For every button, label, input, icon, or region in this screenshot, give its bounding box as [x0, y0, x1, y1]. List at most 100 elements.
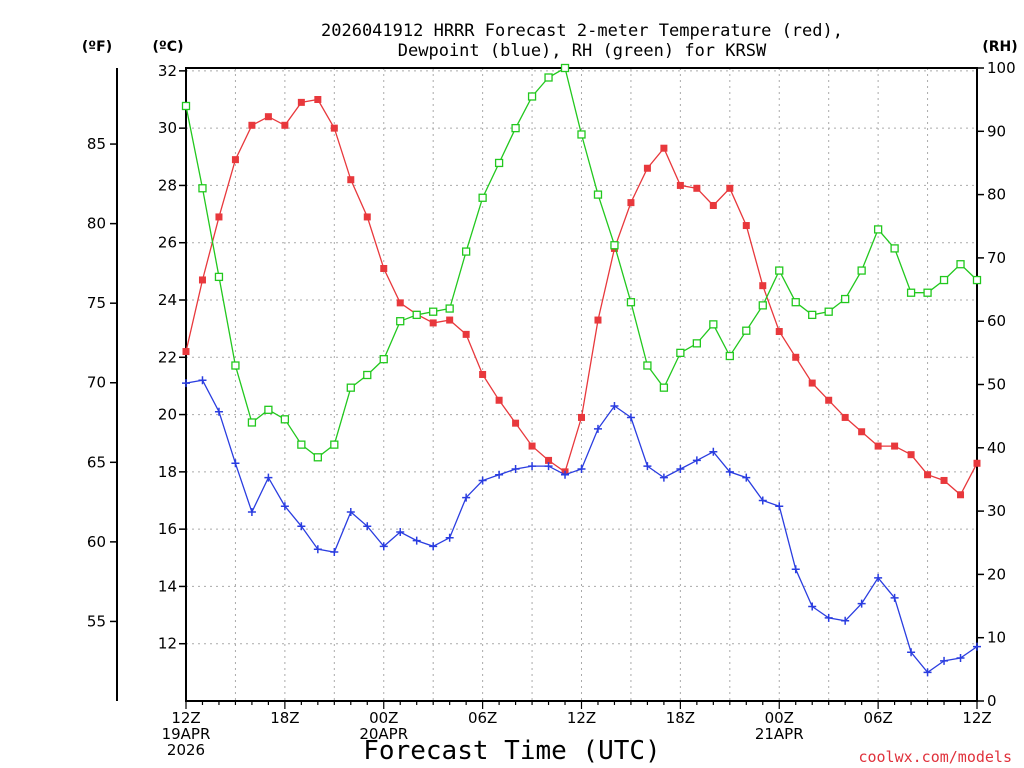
- rh-point: [198, 184, 207, 193]
- dewpoint-point: [725, 467, 734, 476]
- rh-point: [873, 225, 883, 234]
- dewpoint-point: [791, 565, 800, 574]
- temperature-point: [825, 396, 833, 404]
- temperature-point: [479, 370, 487, 378]
- x-tick-label: 18Z: [666, 709, 695, 727]
- temperature-point: [775, 328, 783, 336]
- rh-tick-label: 70: [987, 249, 1006, 267]
- dewpoint-point: [429, 542, 438, 551]
- fahrenheit-tick-label: 75: [87, 294, 106, 312]
- dewpoint-point: [692, 456, 701, 465]
- dewpoint-point: [247, 507, 256, 516]
- celsius-tick-label: 28: [158, 176, 177, 194]
- x-tick-label: 12Z: [171, 709, 200, 727]
- rh-point: [725, 351, 734, 361]
- rh-tick-label: 50: [987, 376, 1006, 394]
- celsius-tick-label: 30: [158, 119, 177, 137]
- dewpoint-point: [363, 522, 372, 531]
- rh-tick-label: 20: [987, 565, 1006, 583]
- rh-point: [527, 92, 537, 101]
- rh-point: [692, 339, 702, 348]
- dewpoint-point: [445, 533, 454, 542]
- rh-tick-label: 10: [987, 629, 1006, 647]
- dewpoint-point: [577, 464, 586, 473]
- x-tick-label: 12Z: [567, 709, 596, 727]
- rh-point: [445, 304, 454, 313]
- rh-point: [313, 453, 322, 462]
- credit-link[interactable]: coolwx.com/models: [858, 748, 1012, 766]
- dewpoint-point: [676, 464, 685, 473]
- dewpoint-point: [231, 459, 240, 468]
- temperature-point: [528, 442, 536, 450]
- dewpoint-point: [544, 462, 553, 471]
- rh-point: [346, 383, 355, 392]
- temperature-point: [742, 222, 750, 230]
- temperature-point: [858, 428, 866, 436]
- fahrenheit-unit-label: (ºF): [82, 39, 112, 55]
- dewpoint-point: [182, 379, 190, 388]
- rh-point: [363, 370, 372, 380]
- rh-point: [939, 275, 949, 285]
- temperature-point: [545, 456, 553, 464]
- dewpoint-point: [824, 613, 833, 622]
- dewpoint-point: [808, 602, 817, 611]
- rh-point: [923, 288, 932, 297]
- rh-point: [709, 320, 718, 329]
- rh-point: [643, 361, 652, 370]
- temperature-point: [314, 96, 322, 104]
- rh-point: [593, 190, 603, 199]
- temperature-point: [512, 419, 520, 427]
- rh-point: [857, 266, 866, 275]
- temperature-point: [891, 442, 899, 450]
- rh-point: [264, 405, 273, 414]
- chart-title-line1: 2026041912 HRRR Forecast 2-meter Tempera…: [321, 21, 843, 41]
- chart-title-line2: Dewpoint (blue), RH (green) for KRSW: [398, 41, 767, 61]
- rh-point: [297, 440, 306, 449]
- temperature-point: [281, 121, 289, 129]
- rh-point: [379, 355, 388, 364]
- dewpoint-point: [495, 470, 504, 479]
- temperature-point: [792, 353, 800, 361]
- rh-point: [396, 317, 405, 326]
- temperature-point: [643, 164, 651, 172]
- temperature-point: [264, 113, 272, 121]
- x-axis-title: Forecast Time (UTC): [363, 736, 660, 766]
- dewpoint-point: [841, 616, 850, 625]
- rh-point: [659, 383, 669, 392]
- x-tick-label: 2026: [167, 741, 205, 759]
- temperature-point: [363, 213, 371, 221]
- dewpoint-point: [973, 642, 981, 651]
- dewpoint-point: [462, 493, 471, 502]
- dewpoint-point: [742, 473, 751, 482]
- celsius-tick-label: 26: [158, 234, 177, 252]
- dewpoint-point: [775, 502, 784, 511]
- fahrenheit-tick-label: 85: [87, 135, 106, 153]
- temperature-point: [248, 121, 256, 129]
- temperature-point: [231, 156, 239, 164]
- rh-point: [478, 193, 487, 202]
- rh-point: [560, 63, 570, 73]
- dewpoint-point: [561, 470, 570, 479]
- rh-tick-label: 0: [987, 692, 997, 710]
- temperature-point: [347, 176, 355, 184]
- x-tick-label: 20APR: [359, 725, 408, 743]
- dewpoint-point: [956, 654, 965, 663]
- temperature-point: [627, 199, 635, 207]
- rh-tick-label: 90: [987, 122, 1006, 140]
- rh-point: [231, 361, 240, 370]
- rh-point: [906, 288, 916, 297]
- rh-point: [214, 272, 224, 282]
- temperature-point: [495, 396, 503, 404]
- dewpoint-point: [396, 528, 405, 537]
- dewpoint-point: [593, 424, 602, 433]
- fahrenheit-tick-label: 80: [87, 215, 106, 233]
- dewpoint-point: [610, 401, 619, 410]
- dewpoint-point: [923, 668, 932, 677]
- fahrenheit-tick-label: 65: [87, 453, 106, 471]
- temperature-point: [429, 319, 437, 327]
- plot-frame: [185, 67, 978, 702]
- rh-tick-label: 40: [987, 439, 1006, 457]
- celsius-tick-label: 24: [158, 291, 177, 309]
- rh-point: [544, 73, 553, 82]
